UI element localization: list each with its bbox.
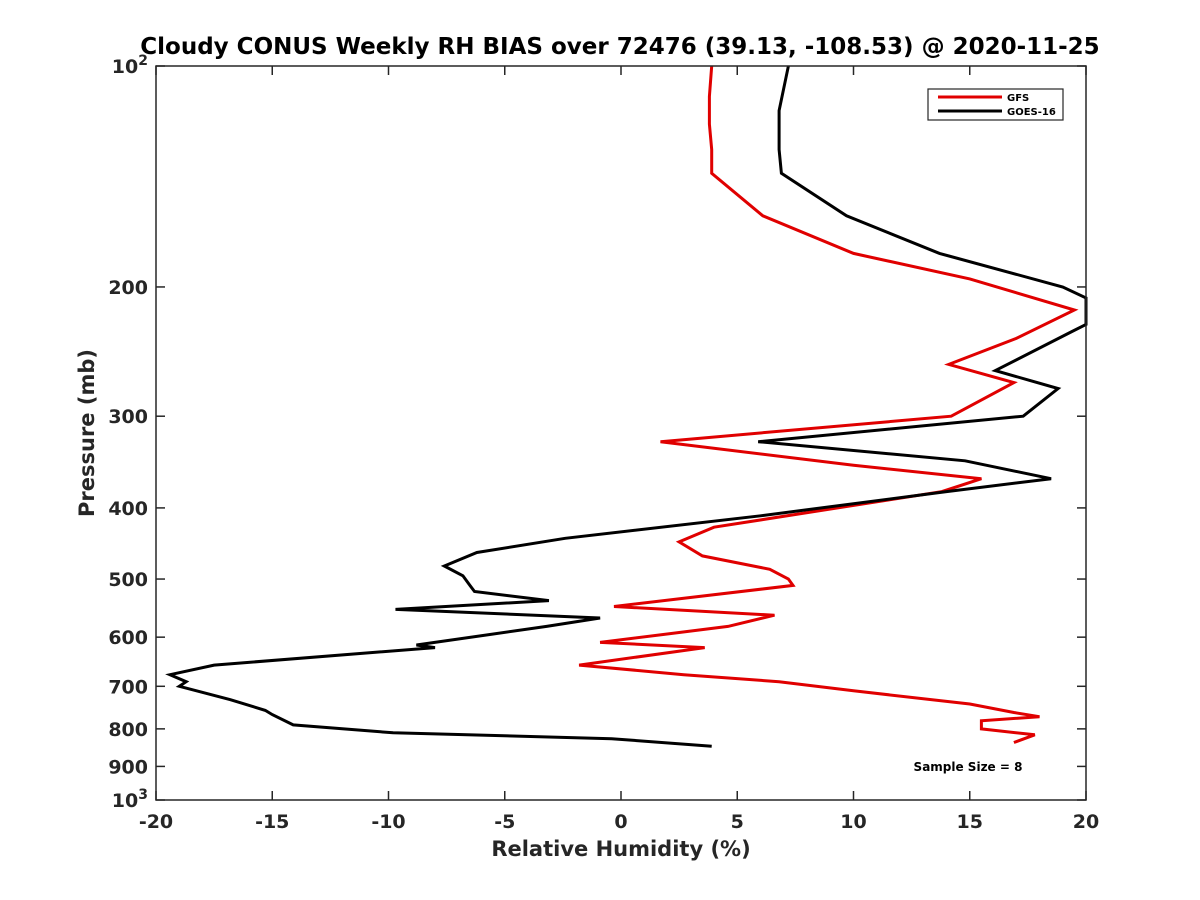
legend-label-gfs: GFS [1007,93,1029,104]
y-tick-label: 103 [112,787,148,812]
y-tick-label: 800 [108,719,148,741]
series-line-goes16 [165,65,1088,748]
series-line-gfs [578,65,1079,744]
y-tick-label: 102 [112,53,148,78]
y-tick-label: 700 [108,676,148,698]
y-tick-label: 300 [108,406,148,428]
legend-box [927,88,1064,121]
x-tick-label: 20 [1073,811,1099,833]
plot-lines [165,65,1088,748]
sample-size-annotation: Sample Size = 8 [914,760,1023,774]
y-tick-label: 400 [108,498,148,520]
legend: GFS GOES-16 [927,88,1064,121]
legend-label-goes16: GOES-16 [1007,107,1056,118]
y-tick-label: 200 [108,277,148,299]
x-tick-label: -10 [371,811,405,833]
chart-title: Cloudy CONUS Weekly RH BIAS over 72476 (… [140,34,1099,60]
x-tick-label: -5 [494,811,515,833]
plot-frame [155,65,1087,801]
x-tick-label: 0 [614,811,627,833]
y-tick-label: 600 [108,627,148,649]
x-tick-label: 10 [840,811,866,833]
y-axis-label: Pressure (mb) [75,349,99,517]
x-axis-ticks: -20 -15 -10 -5 0 5 10 15 20 [139,66,1099,833]
x-axis-label: Relative Humidity (%) [491,837,750,861]
x-tick-label: -15 [255,811,289,833]
x-tick-label: -20 [139,811,173,833]
x-tick-label: 5 [731,811,744,833]
y-tick-label: 500 [108,569,148,591]
y-tick-label: 900 [108,756,148,778]
x-tick-label: 15 [957,811,983,833]
y-axis-ticks: 102 200 300 400 500 600 700 800 900 103 [108,53,1086,812]
